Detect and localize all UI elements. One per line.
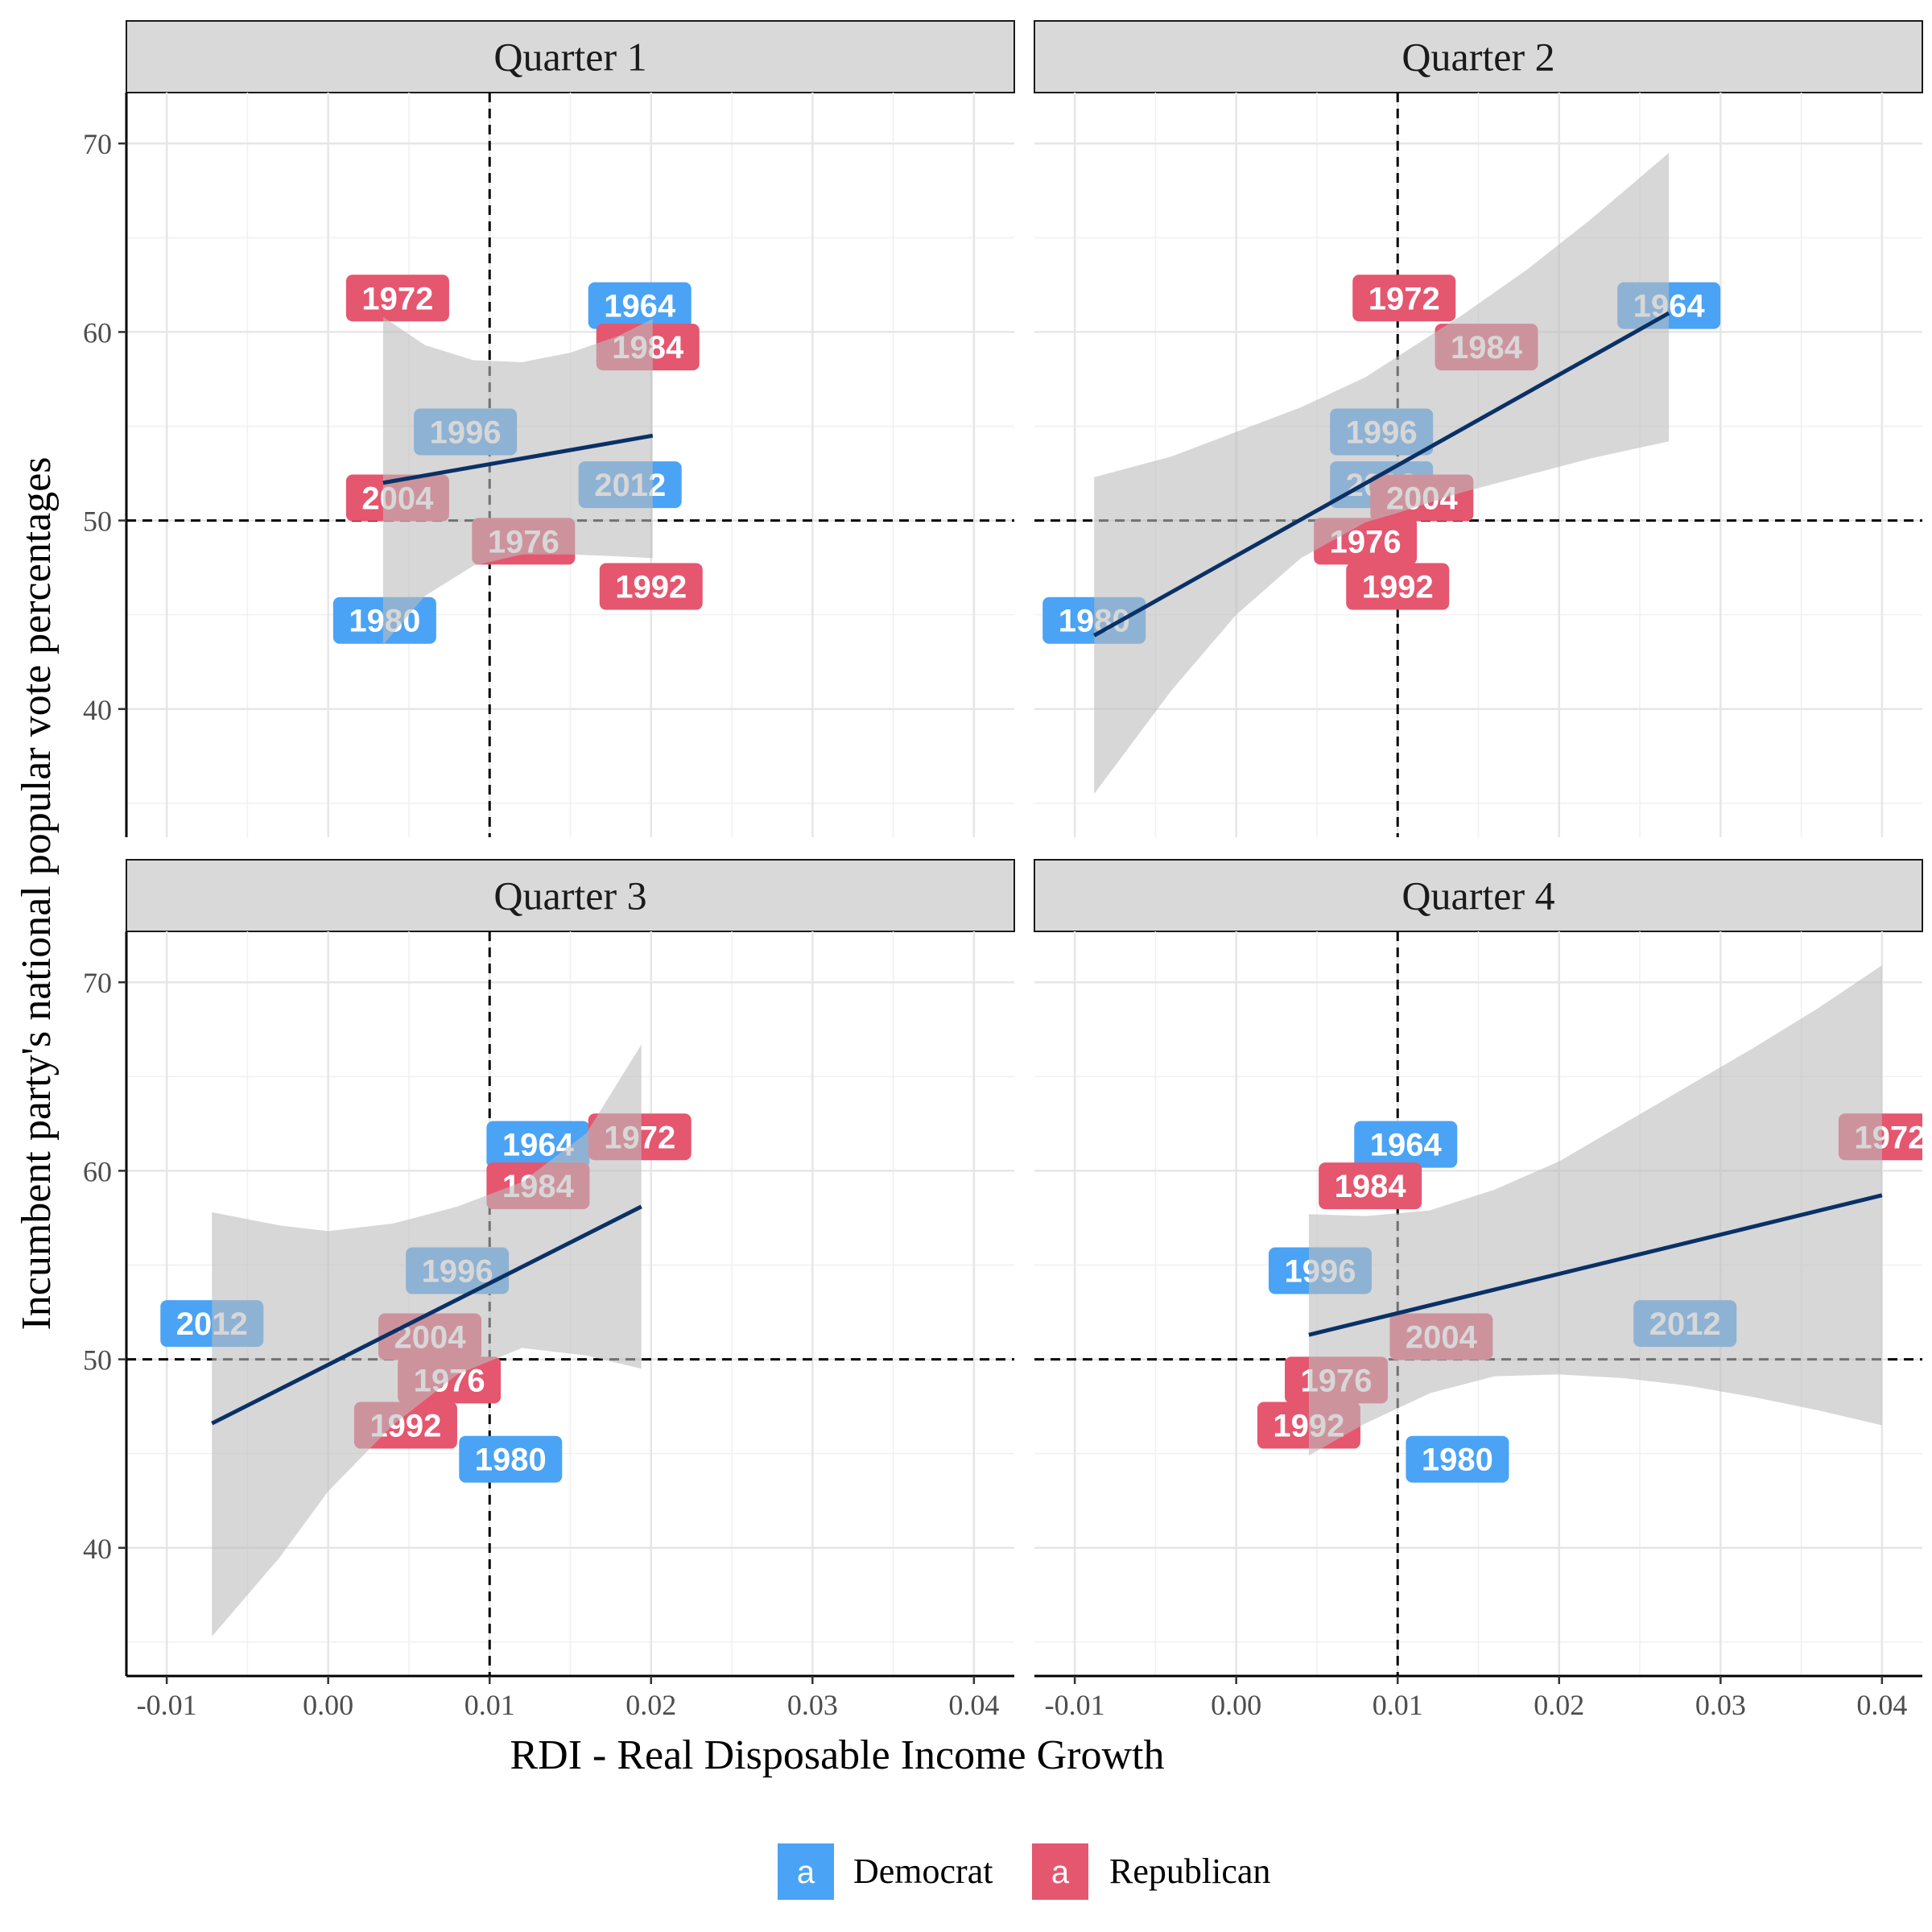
label-box bbox=[1406, 1435, 1509, 1483]
label-box bbox=[588, 282, 691, 329]
legend: a Democrat a Republican bbox=[778, 1843, 1270, 1900]
y-tick-label: 70 bbox=[83, 967, 112, 999]
y-tick-label: 70 bbox=[83, 128, 112, 160]
label-box bbox=[599, 563, 703, 610]
grid bbox=[126, 93, 1014, 837]
x-tick-label: 0.01 bbox=[1373, 1689, 1423, 1721]
point-label-1984: 1984 bbox=[1319, 1162, 1422, 1210]
label-text: 1980 bbox=[1422, 1443, 1493, 1478]
plot-area: 196419721984199620122004197619921980 bbox=[1034, 931, 1922, 1676]
y-tick-label: 60 bbox=[83, 1155, 112, 1187]
x-tick-label: 0.01 bbox=[464, 1689, 515, 1721]
legend-key bbox=[1032, 1843, 1088, 1900]
x-tick-label: 0.00 bbox=[303, 1689, 353, 1721]
point-label-1972: 1972 bbox=[1352, 275, 1456, 322]
plot-area: 197219641984199620122004197619921980 bbox=[126, 93, 1014, 837]
label-box bbox=[1346, 563, 1450, 610]
label-text: 1980 bbox=[475, 1443, 547, 1478]
plot-area: 197219641984199620122004197619921980 bbox=[1034, 93, 1922, 837]
x-axis-title: RDI - Real Disposable Income Growth bbox=[510, 1732, 1164, 1778]
panel-strip bbox=[126, 859, 1015, 932]
label-box bbox=[1352, 275, 1456, 322]
point-label-1992: 1992 bbox=[1346, 563, 1450, 610]
plot-area: 196419721984199620122004197619921980 bbox=[126, 931, 1014, 1676]
x-tick-label: 0.03 bbox=[1695, 1689, 1746, 1721]
label-text: 1992 bbox=[1362, 570, 1434, 605]
x-tick-label: 0.00 bbox=[1211, 1689, 1261, 1721]
fit-line bbox=[211, 1204, 642, 1426]
panel-title: Quarter 2 bbox=[1402, 35, 1554, 80]
panel-title: Quarter 3 bbox=[493, 873, 646, 919]
label-text: 1964 bbox=[604, 289, 676, 324]
label-text: 1972 bbox=[361, 281, 433, 316]
panel-strip bbox=[126, 20, 1015, 93]
panels: Quarter 1 1972196419841996201220041976199… bbox=[83, 20, 1923, 1721]
y-tick-label: 60 bbox=[83, 316, 112, 349]
point-label-1964: 1964 bbox=[1354, 1121, 1458, 1168]
x-tick-label: 0.02 bbox=[1534, 1689, 1584, 1721]
label-box bbox=[1354, 1121, 1458, 1168]
y-tick-label: 40 bbox=[83, 694, 112, 726]
fit-line bbox=[1092, 311, 1670, 638]
y-axis-title: Incumbent party's national popular vote … bbox=[14, 456, 60, 1330]
y-tick-label: 50 bbox=[83, 506, 112, 538]
x-tick-label: 0.04 bbox=[1856, 1689, 1907, 1721]
label-text: 1964 bbox=[1370, 1128, 1443, 1163]
label-box bbox=[459, 1435, 563, 1483]
point-label-1992: 1992 bbox=[599, 563, 703, 610]
x-tick-label: 0.03 bbox=[787, 1689, 838, 1721]
point-label-1964: 1964 bbox=[588, 282, 691, 329]
point-label-1980: 1980 bbox=[459, 1435, 563, 1483]
legend-item-democrat: a Democrat bbox=[778, 1843, 993, 1900]
x-tick-label: 0.04 bbox=[948, 1689, 999, 1721]
y-tick-label: 50 bbox=[83, 1344, 112, 1377]
panel-1: Quarter 11972196419841996201220041976199… bbox=[83, 20, 1015, 837]
label-text: 1992 bbox=[615, 570, 687, 605]
panel-strip bbox=[1034, 20, 1923, 93]
fit-line bbox=[1308, 1193, 1883, 1337]
panel-4: Quarter 4 1964197219841996201220041976199… bbox=[1034, 859, 1923, 1721]
panel-title: Quarter 4 bbox=[1402, 873, 1554, 919]
x-tick-label: -0.01 bbox=[137, 1689, 197, 1721]
label-box bbox=[345, 275, 449, 322]
label-text: 1984 bbox=[1335, 1169, 1407, 1204]
legend-key bbox=[778, 1843, 834, 1900]
legend-label: Democrat bbox=[853, 1852, 993, 1891]
confidence-band bbox=[382, 316, 653, 646]
legend-label: Republican bbox=[1109, 1852, 1270, 1891]
legend-key-glyph: a bbox=[1051, 1855, 1070, 1890]
y-tick-label: 40 bbox=[83, 1533, 112, 1565]
label-text: 1972 bbox=[1368, 281, 1440, 316]
legend-item-republican: a Republican bbox=[1032, 1843, 1270, 1900]
point-label-1980: 1980 bbox=[1406, 1435, 1509, 1483]
point-label-1972: 1972 bbox=[345, 275, 449, 322]
panel-3: Quarter 3 1964197219841996201220041976199… bbox=[83, 859, 1015, 1721]
panel-title: Quarter 1 bbox=[493, 35, 646, 80]
label-box bbox=[1319, 1162, 1422, 1210]
x-tick-label: 0.02 bbox=[625, 1689, 676, 1721]
confidence-band bbox=[1308, 965, 1882, 1456]
x-tick-label: -0.01 bbox=[1045, 1689, 1105, 1721]
panel-2: Quarter 2 1972196419841996201220041976199… bbox=[1034, 20, 1923, 837]
fit-line bbox=[382, 433, 654, 485]
legend-key-glyph: a bbox=[797, 1855, 815, 1890]
confidence-band bbox=[212, 1044, 642, 1637]
